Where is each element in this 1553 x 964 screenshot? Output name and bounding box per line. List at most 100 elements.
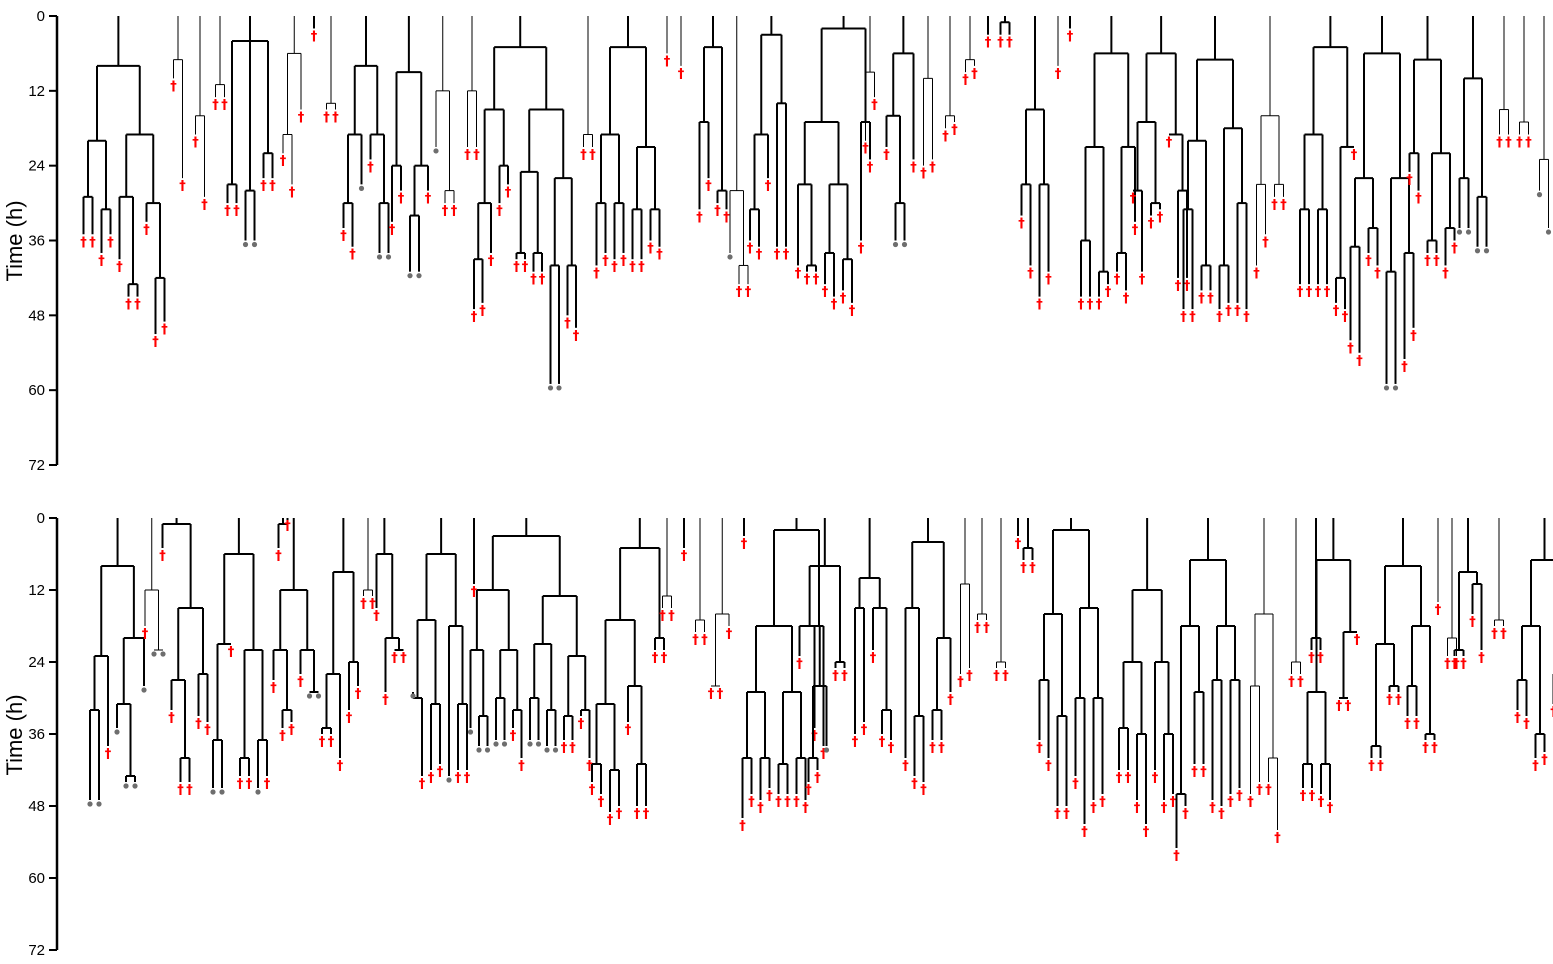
- lineage-tree: ††††††: [159, 518, 211, 798]
- y-tick-label: 72: [28, 942, 45, 959]
- cell-death-marker: †: [664, 54, 671, 69]
- cell-death-marker: †: [741, 537, 748, 552]
- cell-death-marker: †: [455, 771, 462, 786]
- cell-death-marker: †: [1431, 741, 1438, 756]
- cell-death-marker: †: [736, 285, 743, 300]
- cell-death-marker: †: [611, 260, 618, 275]
- cell-death-marker: †: [1216, 310, 1223, 325]
- cell-death-marker: †: [1055, 67, 1062, 82]
- cell-death-marker: †: [1354, 633, 1361, 648]
- censored-cell-marker: [727, 254, 733, 260]
- cell-death-marker: †: [578, 717, 585, 732]
- censored-cell-marker: [358, 185, 365, 191]
- cell-death-marker: †: [888, 741, 895, 756]
- lineage-tree: ††: [212, 16, 228, 113]
- cell-death-marker: †: [692, 633, 699, 648]
- lineage-tree: ††: [323, 16, 339, 126]
- y-tick-label: 60: [28, 870, 45, 887]
- censored-cell-marker: [552, 747, 559, 753]
- lineage-tree: †††††: [319, 518, 362, 774]
- lineage-tree: ††††††††: [593, 16, 663, 281]
- lineage-tree: ††: [692, 518, 708, 648]
- cell-death-marker: †: [748, 795, 755, 810]
- cell-death-marker: †: [745, 285, 752, 300]
- lineage-tree: ††††††: [467, 518, 593, 774]
- lineage-tree: †††††: [747, 16, 790, 263]
- cell-death-marker: †: [1078, 298, 1085, 313]
- cell-death-marker: †: [488, 254, 495, 269]
- cell-death-marker: †: [116, 260, 123, 275]
- lineage-tree: †††: [708, 518, 733, 702]
- cell-death-marker: †: [1514, 711, 1521, 726]
- cell-death-marker: †: [561, 741, 568, 756]
- cell-death-marker: †: [1415, 192, 1422, 207]
- y-tick-label: 0: [37, 8, 45, 25]
- cell-death-marker: †: [564, 316, 571, 331]
- cell-death-marker: †: [983, 621, 990, 636]
- cell-death-marker: †: [756, 248, 763, 263]
- cell-death-marker: †: [862, 142, 869, 157]
- lineage-tree: ††: [433, 16, 458, 219]
- lineage-tree: ††††††: [1406, 16, 1458, 281]
- cell-death-marker: †: [1351, 148, 1358, 163]
- cell-death-marker: †: [1256, 783, 1263, 798]
- censored-cell-marker: [476, 747, 482, 753]
- cell-death-marker: †: [643, 807, 650, 822]
- cell-death-marker: †: [1433, 254, 1440, 269]
- cell-death-marker: †: [89, 235, 96, 250]
- censored-cell-marker: [306, 693, 313, 699]
- cell-death-marker: †: [367, 160, 374, 175]
- cell-death-marker: †: [1451, 657, 1458, 672]
- lineage-tree: †††††††: [1116, 518, 1177, 840]
- lineage-tree: †: [142, 518, 166, 657]
- cell-death-marker: †: [279, 729, 286, 744]
- cell-death-marker: †: [1182, 807, 1189, 822]
- cell-death-marker: †: [883, 148, 890, 163]
- censored-cell-marker: [255, 789, 261, 795]
- cell-death-marker: †: [573, 329, 580, 344]
- cell-death-marker: †: [1406, 173, 1413, 188]
- lineage-tree: ††: [883, 16, 917, 248]
- lineage-tree: †: [1067, 16, 1074, 44]
- cell-death-marker: †: [1173, 849, 1180, 864]
- cell-death-marker: †: [586, 759, 593, 774]
- cell-death-marker: †: [1368, 759, 1375, 774]
- cell-death-marker: †: [616, 807, 623, 822]
- cell-death-marker: †: [1099, 795, 1106, 810]
- cell-death-marker: †: [696, 210, 703, 225]
- lineage-tree: †: [681, 518, 688, 564]
- cell-death-marker: †: [638, 260, 645, 275]
- cell-death-marker: †: [607, 813, 614, 828]
- cell-death-marker: †: [997, 36, 1004, 51]
- censored-cell-marker: [892, 241, 899, 248]
- cell-death-marker: †: [708, 687, 715, 702]
- lineage-tree: †††††††: [1297, 16, 1358, 325]
- cell-death-marker: †: [766, 789, 773, 804]
- lineage-tree: ††††: [1253, 16, 1287, 281]
- cell-death-marker: †: [1422, 741, 1429, 756]
- cell-death-marker: †: [589, 148, 596, 163]
- censored-cell-marker: [160, 651, 166, 657]
- cell-death-marker: †: [1207, 291, 1214, 306]
- cell-death-marker: †: [867, 160, 874, 175]
- lineage-tree: ††††: [224, 16, 276, 248]
- lineage-tree: ††: [920, 16, 936, 182]
- cell-death-marker: †: [419, 777, 426, 792]
- cell-death-marker: †: [125, 298, 132, 313]
- y-tick-label: 12: [28, 83, 45, 100]
- cell-death-marker: †: [428, 771, 435, 786]
- cell-death-marker: †: [289, 185, 296, 200]
- lineage-tree: ††††: [1451, 518, 1485, 672]
- cell-death-marker: †: [473, 148, 480, 163]
- cell-death-marker: †: [1333, 304, 1340, 319]
- cell-death-marker: †: [186, 783, 193, 798]
- cell-death-marker: †: [298, 111, 305, 126]
- cell-death-marker: †: [1243, 310, 1250, 325]
- cell-death-marker: †: [284, 519, 291, 534]
- cell-death-marker: †: [929, 160, 936, 175]
- lineage-tree: †††††††: [1130, 16, 1191, 294]
- lineage-tree: ††††††††: [1173, 518, 1243, 864]
- cell-death-marker: †: [349, 248, 356, 263]
- cell-death-marker: †: [714, 204, 721, 219]
- cell-death-marker: †: [911, 777, 918, 792]
